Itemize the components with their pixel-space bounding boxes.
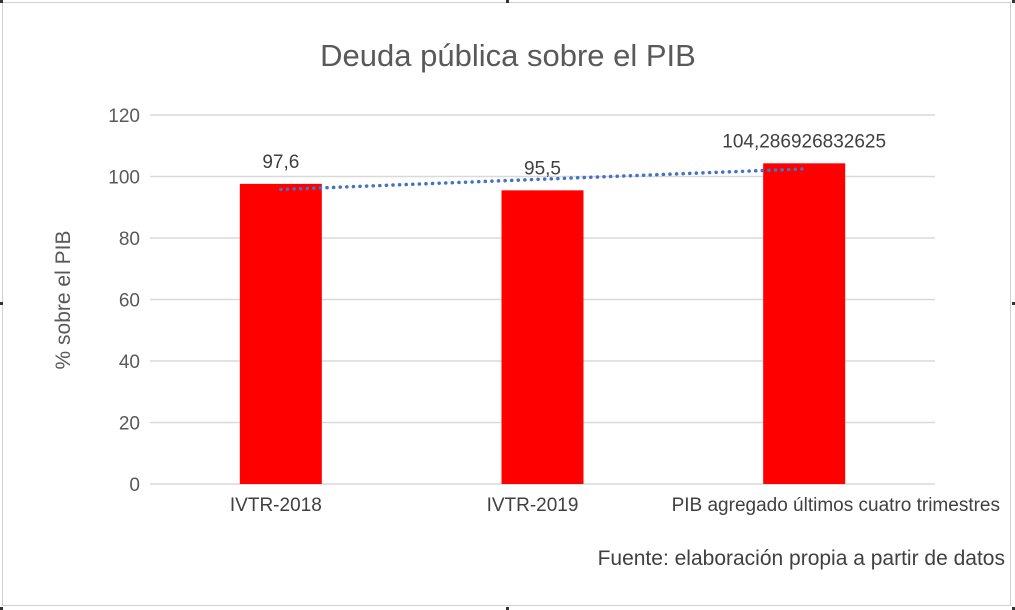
resize-handle[interactable]: [1012, 302, 1015, 305]
y-tick-label: 80: [119, 229, 140, 250]
chart-title: Deuda pública sobre el PIB: [320, 38, 696, 73]
resize-handle[interactable]: [0, 0, 3, 3]
y-tick-label: 20: [119, 414, 140, 435]
resize-handle[interactable]: [1012, 0, 1015, 3]
resize-handle[interactable]: [0, 607, 3, 610]
y-tick-label: 40: [119, 352, 140, 373]
x-tick-label: PIB agregado últimos cuatro trimestres: [672, 495, 1000, 516]
y-tick-label: 100: [108, 168, 140, 189]
resize-handle[interactable]: [1012, 607, 1015, 610]
bar: [501, 190, 584, 484]
y-tick-label: 0: [129, 475, 140, 496]
resize-handle[interactable]: [506, 607, 509, 610]
source-note: Fuente: elaboración propia a partir de d…: [598, 547, 1005, 570]
resize-handle[interactable]: [506, 0, 509, 3]
y-tick-label: 60: [119, 291, 140, 312]
y-tick-label: 120: [108, 106, 140, 127]
x-tick-label: IVTR-2019: [487, 495, 579, 516]
data-label: 104,286926832625: [722, 131, 886, 152]
trendline: [279, 167, 806, 192]
data-label: 95,5: [524, 158, 561, 179]
x-tick-label: IVTR-2018: [230, 495, 322, 516]
y-axis-label: % sobre el PIB: [52, 231, 75, 370]
bar: [239, 183, 322, 484]
resize-handle[interactable]: [0, 302, 3, 305]
bar: [763, 163, 846, 485]
data-label: 97,6: [262, 152, 299, 173]
